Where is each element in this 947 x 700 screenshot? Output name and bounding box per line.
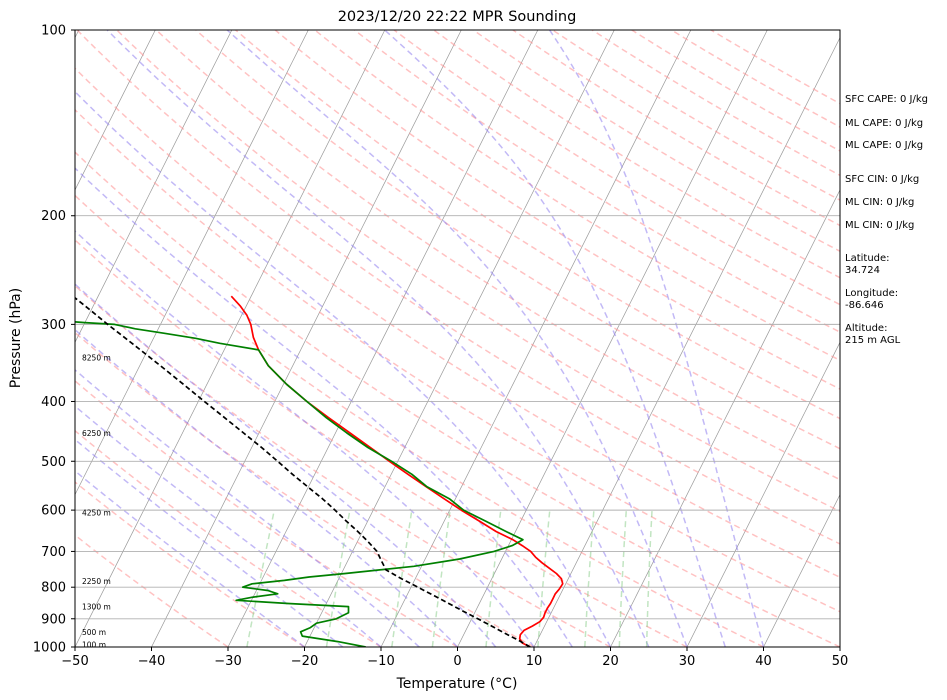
moist-adiabat-line xyxy=(75,438,344,647)
moist-adiabat-line xyxy=(75,230,535,647)
dry-adiabat-line xyxy=(116,30,840,513)
dry-adiabat-line xyxy=(75,194,764,647)
height-labels: 100 m 500 m 1300 m 2250 m 4250 m 6250 m 8250 m xyxy=(82,353,111,649)
y-tick-label: 800 xyxy=(41,581,66,596)
y-tick-label: 500 xyxy=(41,455,66,470)
height-label: 500 m xyxy=(82,628,106,637)
x-tick-label: 10 xyxy=(526,654,543,669)
height-label: 100 m xyxy=(82,641,106,650)
parcel-profile-line xyxy=(75,296,531,647)
isotherm-line xyxy=(457,30,768,647)
isotherm-line xyxy=(75,30,156,191)
dry-adiabat-line xyxy=(631,30,840,152)
y-tick-label: 900 xyxy=(41,612,66,627)
latitude-value: 34.724 xyxy=(845,265,880,276)
dry-adiabat-line xyxy=(591,30,840,177)
y-tick-label: 1000 xyxy=(33,641,66,656)
isotherm-line xyxy=(0,30,2,647)
isotherm-line xyxy=(75,30,386,647)
height-label: 1300 m xyxy=(82,603,111,612)
dry-adiabat-line xyxy=(472,30,840,253)
stat-ml-cin: ML CIN: 0 J/kg xyxy=(845,197,914,208)
dry-adiabat-line xyxy=(274,30,840,390)
y-tick-label: 400 xyxy=(41,395,66,410)
dewpoint-line xyxy=(75,321,524,647)
x-axis: −50 −40 −30 −20 −10 0 10 20 30 40 50 xyxy=(61,647,848,669)
moist-adiabat-line xyxy=(75,167,573,647)
moist-adiabat-line xyxy=(75,90,612,647)
isotherm-line xyxy=(380,30,692,647)
moist-adiabat-line xyxy=(75,368,420,647)
longitude-value: -86.646 xyxy=(845,300,884,311)
y-tick-label: 600 xyxy=(41,504,66,519)
dry-adiabat-line xyxy=(75,67,840,579)
dry-adiabat-line xyxy=(552,30,840,201)
stat-sfc-cape: SFC CAPE: 0 J/kg xyxy=(845,94,928,105)
dry-adiabat-line xyxy=(75,331,535,647)
x-tick-label: −20 xyxy=(291,654,318,669)
isotherm-line xyxy=(304,30,615,647)
isotherm-line xyxy=(610,189,840,647)
y-axis: 100 200 300 400 500 600 700 800 900 1000 xyxy=(33,24,75,656)
latitude-label: Latitude: xyxy=(845,253,890,264)
height-label: 4250 m xyxy=(82,508,111,517)
dry-adiabat-line xyxy=(314,30,840,362)
y-axis-label: Pressure (hPa) xyxy=(8,288,24,388)
dry-adiabat-line xyxy=(75,379,458,647)
isotherm-line xyxy=(75,30,233,344)
x-tick-label: 50 xyxy=(832,654,849,669)
moist-adiabat-line xyxy=(384,30,727,647)
x-tick-label: −40 xyxy=(138,654,165,669)
moist-adiabat-line xyxy=(75,470,305,647)
height-label: 6250 m xyxy=(82,429,111,438)
x-tick-label: 20 xyxy=(602,654,619,669)
y-tick-label: 200 xyxy=(41,209,66,224)
isotherm-line xyxy=(227,30,539,647)
chart-title: 2023/12/20 22:22 MPR Sounding xyxy=(338,9,577,25)
dry-adiabat-line xyxy=(195,30,840,450)
dry-adiabat-line xyxy=(353,30,840,333)
isotherm-line xyxy=(686,341,840,647)
y-tick-label: 100 xyxy=(41,24,66,39)
moist-adiabat-line xyxy=(548,30,765,647)
dry-adiabat-line xyxy=(393,30,840,306)
longitude-label: Longitude: xyxy=(845,288,898,299)
stat-ml-cape: ML CAPE: 0 J/kg xyxy=(845,118,923,129)
stat-sfc-cin: SFC CIN: 0 J/kg xyxy=(845,174,919,185)
x-tick-label: 40 xyxy=(755,654,772,669)
y-tick-label: 300 xyxy=(41,318,66,333)
dry-adiabat-line xyxy=(75,151,840,647)
y-tick-label: 700 xyxy=(41,545,66,560)
dry-adiabat-line xyxy=(75,481,305,647)
stats-panel: SFC CAPE: 0 J/kg ML CAPE: 0 J/kg ML CAPE… xyxy=(845,94,928,346)
x-tick-label: −30 xyxy=(214,654,241,669)
isotherm-line xyxy=(75,30,309,496)
height-label: 8250 m xyxy=(82,353,111,362)
background-lines xyxy=(0,30,840,647)
x-tick-label: −10 xyxy=(367,654,394,669)
dry-adiabat-line xyxy=(235,30,840,420)
isotherm-line xyxy=(763,493,840,647)
x-tick-label: 0 xyxy=(453,654,461,669)
height-label: 2250 m xyxy=(82,577,111,586)
stat-ml-cape-2: ML CAPE: 0 J/kg xyxy=(845,140,923,151)
x-tick-label: 30 xyxy=(679,654,696,669)
dry-adiabat-line xyxy=(75,534,229,647)
altitude-label: Altitude: xyxy=(845,323,887,334)
dry-adiabat-line xyxy=(155,30,840,481)
dry-adiabat-line xyxy=(512,30,840,227)
x-tick-label: −50 xyxy=(61,654,88,669)
moist-adiabat-line xyxy=(75,283,497,647)
x-axis-label: Temperature (°C) xyxy=(396,676,518,692)
dry-adiabat-line xyxy=(433,30,840,279)
altitude-value: 215 m AGL xyxy=(845,335,901,346)
series-group xyxy=(75,295,564,647)
moist-adiabat-line xyxy=(226,30,688,647)
pressure-gridlines xyxy=(75,215,840,620)
dry-adiabat-line xyxy=(76,30,840,545)
stat-ml-cin-2: ML CIN: 0 J/kg xyxy=(845,220,914,231)
